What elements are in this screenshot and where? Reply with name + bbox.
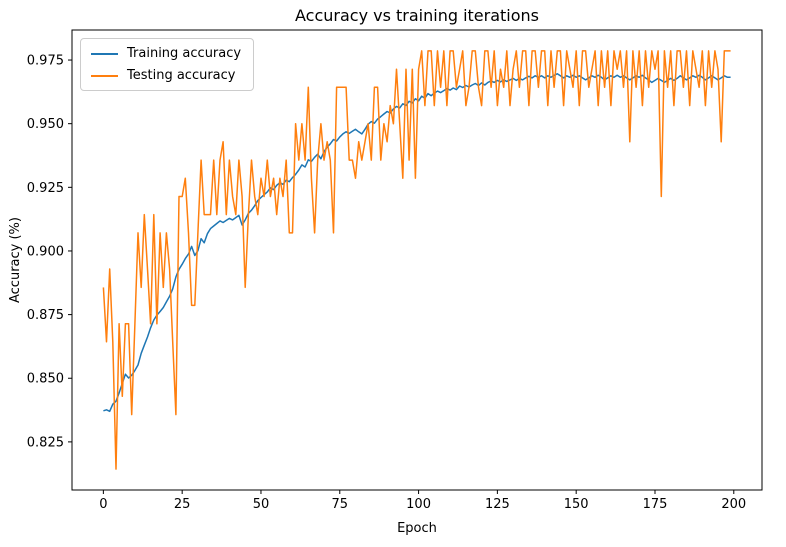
legend: Training accuracy Testing accuracy (80, 38, 255, 91)
chart-title: Accuracy vs training iterations (294, 6, 540, 25)
x-tick-label: 175 (643, 497, 668, 512)
y-tick-label: 0.950 (27, 117, 64, 132)
legend-item-training: Training accuracy (91, 46, 241, 61)
x-tick-label: 25 (174, 497, 191, 512)
x-tick-label: 150 (564, 497, 589, 512)
legend-label-testing: Testing accuracy (127, 68, 236, 83)
x-tick-label: 50 (253, 497, 270, 512)
training-line-swatch (91, 52, 118, 55)
y-tick-label: 0.900 (27, 244, 64, 259)
legend-item-testing: Testing accuracy (91, 68, 241, 83)
axes-spines (71, 29, 763, 491)
x-tick-label: 75 (331, 497, 348, 512)
legend-label-training: Training accuracy (127, 46, 242, 61)
x-axis-label: Epoch (397, 521, 437, 536)
y-axis-label: Accuracy (%) (8, 217, 23, 303)
testing-line-swatch (91, 74, 118, 77)
y-tick-label: 0.825 (27, 435, 64, 450)
x-tick-label: 0 (99, 497, 107, 512)
y-tick-label: 0.875 (27, 308, 64, 323)
y-tick-label: 0.850 (27, 372, 64, 387)
x-tick-label: 125 (485, 497, 510, 512)
x-tick-label: 200 (721, 497, 746, 512)
y-tick-label: 0.975 (27, 54, 64, 69)
series-line-1 (102, 50, 731, 470)
x-tick-label: 100 (406, 497, 431, 512)
y-tick-label: 0.925 (27, 181, 64, 196)
